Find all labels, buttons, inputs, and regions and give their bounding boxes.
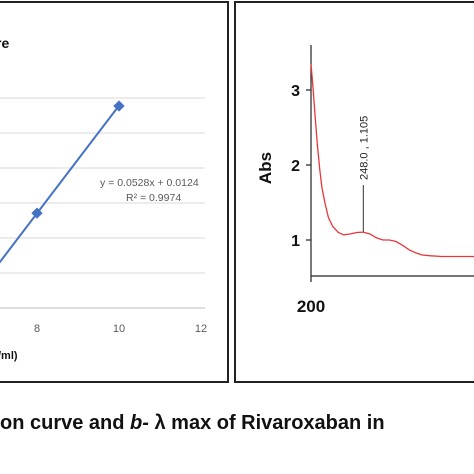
figure-caption: on curve and b- λ max of Rivaroxaban in xyxy=(0,412,474,435)
spectrum-series-line xyxy=(310,63,474,258)
caption-part-2: b- xyxy=(130,412,149,434)
lambda-max-spectrum-chart: Abs 3 2 1 200 248.0 , 1.105 xyxy=(256,45,474,316)
peak-annotation-label: 248.0 , 1.105 xyxy=(358,116,370,180)
data-point-0 xyxy=(31,207,43,219)
lambda-max-panel: Abs 3 2 1 200 248.0 , 1.105 xyxy=(234,1,474,383)
left-x-axis-label: /ml) xyxy=(0,350,18,362)
left-chart-title: re xyxy=(0,35,9,51)
trendline-r2: R² = 0.9974 xyxy=(126,192,181,204)
left-x-tick-label-1: 10 xyxy=(113,323,125,335)
trendline-equation: y = 0.0528x + 0.0124 xyxy=(100,177,199,189)
right-x-tick-label-0: 200 xyxy=(297,297,325,316)
calibration-curve-chart: re 8 10 12 y = 0.0528x + 0.0124 R² = 0.997… xyxy=(0,35,207,362)
left-x-tick-label-0: 8 xyxy=(34,323,40,335)
right-y-tick-label-2: 1 xyxy=(291,233,300,250)
left-x-tick-label-2: 12 xyxy=(195,323,207,335)
right-y-axis-label: Abs xyxy=(256,152,275,184)
right-y-tick-label-0: 3 xyxy=(291,83,300,100)
caption-part-1: on curve and xyxy=(0,412,131,434)
calibration-curve-panel: re 8 10 12 y = 0.0528x + 0.0124 R² = 0.997… xyxy=(0,1,229,383)
right-y-tick-label-1: 2 xyxy=(291,158,300,175)
caption-part-3: λ max of Rivaroxaban in xyxy=(148,412,385,434)
trendline xyxy=(0,104,120,264)
